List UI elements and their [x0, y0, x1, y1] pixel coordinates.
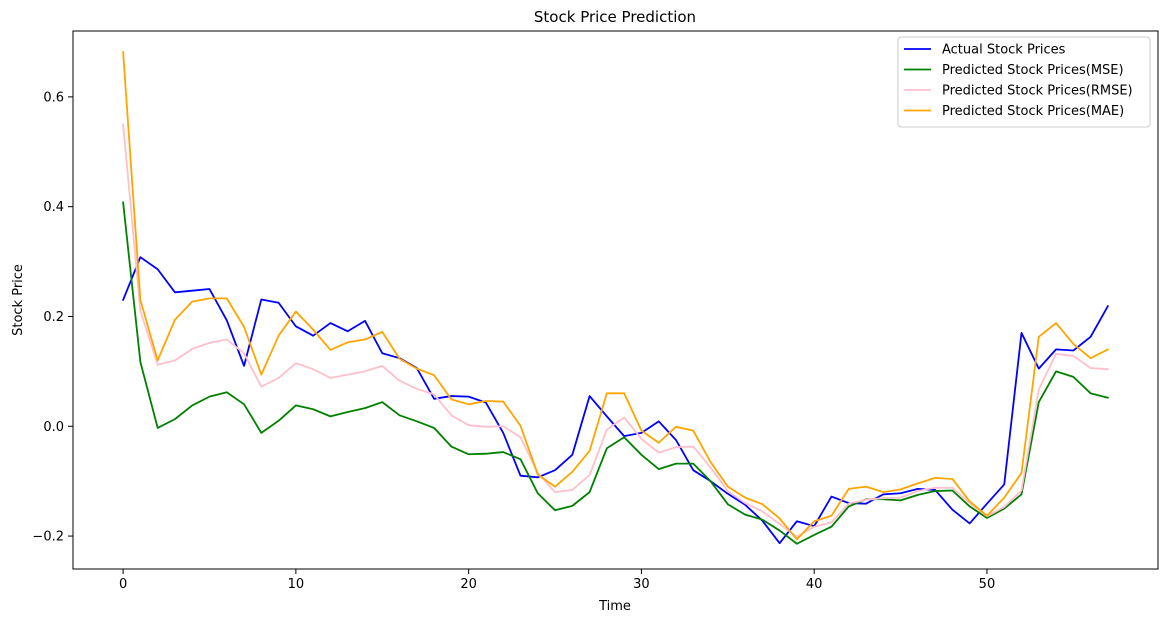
legend: Actual Stock Prices Predicted Stock Price… [897, 36, 1151, 128]
plot-frame [72, 30, 1159, 570]
legend-entry-label: Actual Stock Prices [942, 43, 1066, 58]
y-tick-label: 0.6 [43, 90, 64, 105]
x-tick-label: 20 [460, 577, 477, 592]
y-axis-label: Stock Price [11, 264, 26, 336]
x-tick-label: 0 [119, 577, 127, 592]
y-tick-label: 0.4 [43, 200, 64, 215]
legend-entry-label: Predicted Stock Prices(MSE) [942, 63, 1124, 78]
series-line-2 [122, 123, 1109, 538]
x-axis-label: Time [598, 599, 631, 614]
series-line-1 [122, 201, 1109, 545]
x-tick-label: 30 [633, 577, 650, 592]
y-axis-ticks: −0.2 0.0 0.2 0.4 0.6 [32, 90, 73, 545]
series-lines [122, 50, 1109, 545]
legend-entry-label: Predicted Stock Prices(RMSE) [942, 84, 1133, 99]
y-tick-label: 0.0 [43, 420, 64, 435]
legend-entry-label: Predicted Stock Prices(MAE) [942, 104, 1124, 119]
y-tick-label: 0.2 [43, 310, 64, 325]
legend-box [897, 36, 1151, 128]
x-tick-label: 50 [979, 577, 996, 592]
series-line-0 [122, 256, 1109, 545]
series-line-3 [122, 50, 1109, 541]
x-axis-ticks: 0 10 20 30 40 50 [119, 569, 995, 592]
x-tick-label: 10 [288, 577, 305, 592]
chart-title: Stock Price Prediction [534, 8, 696, 26]
x-tick-label: 40 [806, 577, 823, 592]
y-tick-label: −0.2 [32, 530, 64, 545]
